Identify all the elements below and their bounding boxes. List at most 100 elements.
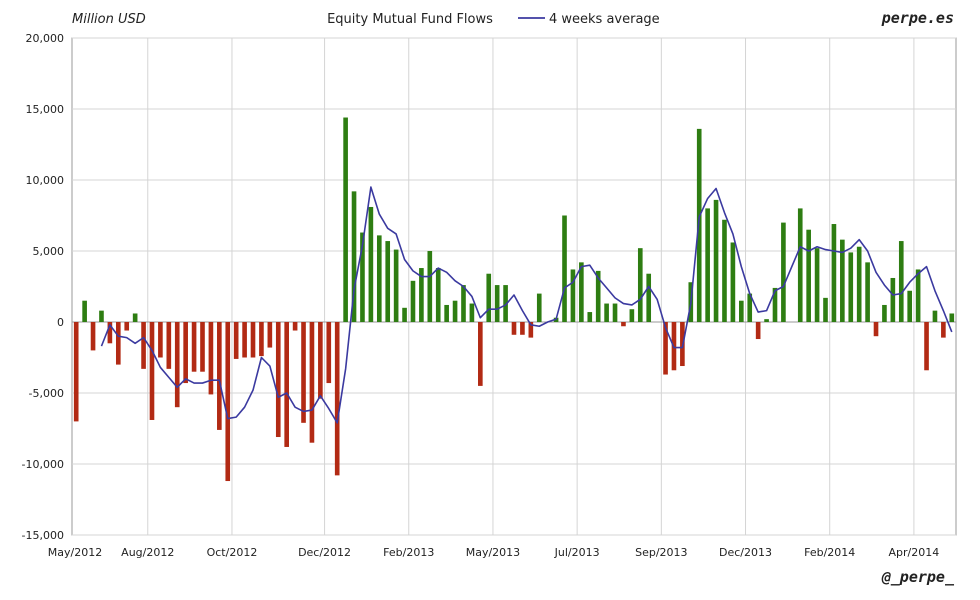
flow-bar — [158, 322, 163, 358]
y-tick-label: -5,000 — [29, 387, 64, 400]
flow-bar — [478, 322, 483, 386]
flow-bar — [898, 241, 904, 322]
flow-bar — [461, 285, 466, 322]
flow-bar — [696, 128, 702, 322]
y-axis-unit-label: Million USD — [72, 12, 146, 27]
flow-bar — [865, 262, 870, 322]
flow-bar — [663, 322, 668, 375]
flow-bar — [208, 322, 214, 395]
flow-bar — [646, 273, 652, 322]
flow-bar — [713, 199, 719, 322]
flow-bar — [250, 322, 256, 358]
flow-bar — [722, 219, 727, 322]
x-tick-label: Sep/2013 — [635, 546, 687, 559]
flow-bar — [511, 322, 517, 335]
flow-bar — [360, 232, 365, 322]
flow-bar — [494, 285, 500, 322]
flow-bar — [267, 322, 273, 348]
flow-bar — [259, 322, 264, 357]
flow-bar — [932, 310, 938, 322]
flow-bar — [124, 322, 130, 331]
flow-bar — [924, 322, 929, 371]
flow-bar — [393, 249, 399, 322]
y-tick-label: 15,000 — [26, 103, 65, 116]
y-tick-label: 0 — [57, 316, 64, 329]
flow-bar — [107, 322, 113, 344]
flow-bar — [217, 322, 222, 430]
flow-bar — [174, 322, 180, 408]
flow-bar — [90, 322, 96, 351]
chart-title: Equity Mutual Fund Flows — [327, 12, 493, 27]
flow-bar — [166, 322, 172, 369]
flow-bar — [730, 242, 736, 322]
flow-bar — [579, 262, 584, 322]
flow-bar — [621, 322, 626, 327]
flow-bar — [612, 303, 618, 322]
x-tick-label: Aug/2012 — [121, 546, 174, 559]
flow-bar — [149, 322, 155, 420]
x-tick-label: Feb/2013 — [383, 546, 434, 559]
flow-bar — [486, 273, 492, 322]
plot-area: 20,000 15,000 10,000 5,000 0 -5,000 -10,000 -15… — [22, 32, 957, 559]
flow-bar — [823, 297, 828, 322]
flow-bar — [764, 319, 769, 322]
flow-bar — [275, 322, 281, 438]
flow-bar — [292, 322, 298, 331]
flow-bar — [410, 280, 416, 322]
flow-bar — [528, 322, 534, 338]
flow-bar — [233, 322, 239, 359]
flow-bar — [604, 303, 609, 322]
flow-bar — [452, 300, 458, 322]
y-tick-label: -15,000 — [22, 529, 64, 542]
y-tick-label: 10,000 — [26, 174, 65, 187]
flow-bar — [797, 208, 803, 322]
legend-label: 4 weeks average — [549, 12, 660, 27]
flow-bar — [419, 268, 424, 322]
flow-bar — [755, 322, 761, 340]
flow-bar — [385, 241, 391, 322]
flow-bar — [318, 322, 323, 399]
flow-bar — [915, 269, 921, 322]
flow-bar — [562, 215, 567, 322]
flow-bar — [503, 285, 508, 322]
flow-bar — [570, 269, 576, 322]
flow-bar — [326, 322, 332, 384]
flow-bar — [587, 312, 593, 322]
flow-bar — [334, 322, 340, 476]
flow-bar — [840, 239, 845, 322]
flow-bar — [814, 248, 820, 322]
flow-bar — [343, 117, 348, 323]
flow-bar — [520, 322, 525, 335]
flow-bar — [806, 229, 811, 322]
flow-bar — [469, 303, 475, 322]
flow-bar — [183, 322, 188, 384]
flow-bar — [941, 322, 946, 338]
flow-bar — [831, 224, 837, 322]
flow-bar — [73, 322, 79, 422]
flow-bar — [435, 268, 441, 322]
x-tick-label: May/2013 — [466, 546, 520, 559]
flow-bar — [772, 287, 778, 322]
brand-watermark: perpe.es — [881, 9, 954, 27]
flow-bar — [368, 206, 374, 322]
x-tick-label: Feb/2014 — [804, 546, 855, 559]
x-tick-label: Oct/2012 — [207, 546, 258, 559]
flow-bar — [351, 191, 357, 322]
flow-bar — [949, 313, 955, 322]
flow-bar — [115, 322, 121, 365]
x-tick-label: Jul/2013 — [554, 546, 600, 559]
flow-bar — [301, 322, 306, 423]
flow-bar — [856, 246, 862, 322]
flow-bar — [284, 322, 289, 447]
flow-bar — [637, 248, 643, 322]
flow-bar — [99, 310, 104, 322]
flow-bar — [132, 313, 138, 322]
x-tick-label: Dec/2013 — [719, 546, 772, 559]
y-tick-label: -10,000 — [22, 458, 64, 471]
flow-bar — [781, 222, 786, 322]
flow-bar — [141, 322, 146, 369]
y-tick-label: 5,000 — [33, 245, 65, 258]
flow-bar — [242, 322, 247, 358]
flow-bar — [595, 270, 601, 322]
